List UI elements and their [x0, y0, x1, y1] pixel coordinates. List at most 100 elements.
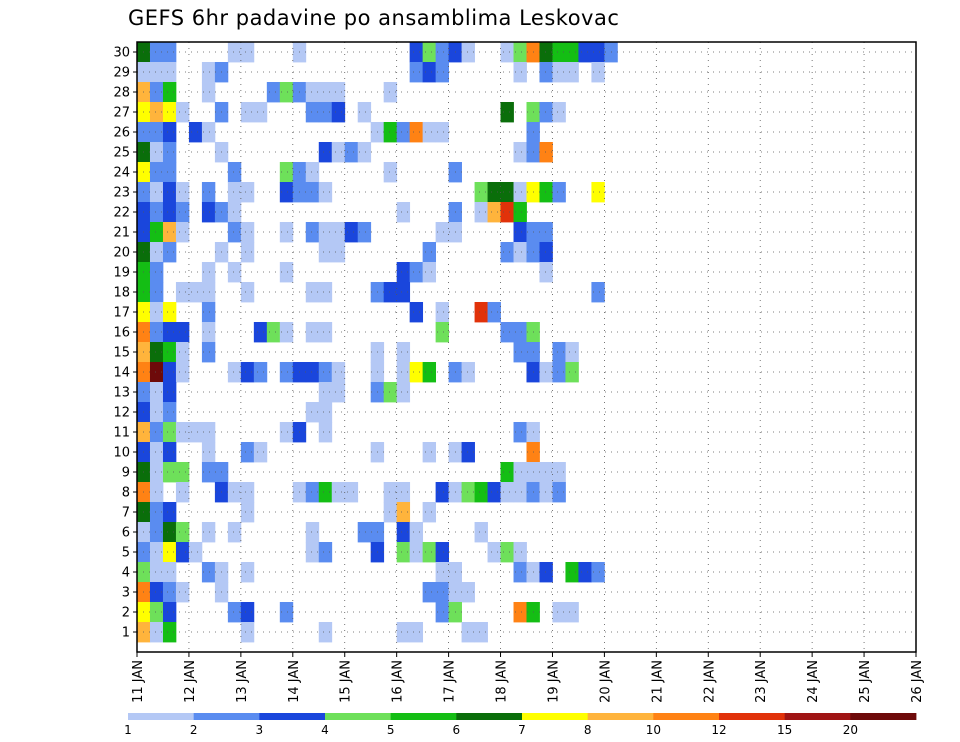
heatmap-cell: [474, 522, 488, 543]
heatmap-cell: [539, 362, 553, 383]
heatmap-cell: [409, 362, 424, 383]
heatmap-cell: [149, 222, 164, 243]
heatmap-cell: [149, 262, 164, 283]
heatmap-cell: [162, 322, 177, 343]
heatmap-cell: [305, 322, 320, 343]
heatmap-cell: [279, 362, 294, 383]
heatmap-cell: [149, 622, 164, 643]
heatmap-cell: [149, 302, 164, 323]
heatmap-cell: [396, 122, 411, 143]
heatmap-cell: [331, 222, 346, 243]
heatmap-cell: [513, 142, 527, 163]
colorbar-label: 12: [711, 723, 726, 737]
y-tick-label: 6: [122, 526, 130, 541]
heatmap-cell: [175, 282, 190, 303]
heatmap-cell: [201, 282, 216, 303]
heatmap-cell: [162, 562, 177, 583]
heatmap-cell: [305, 282, 320, 303]
heatmap-cell: [487, 542, 501, 563]
x-tick-label: 14 JAN: [287, 660, 302, 703]
heatmap-cell: [149, 122, 164, 143]
heatmap-cell: [279, 422, 294, 443]
heatmap-cell: [539, 62, 553, 83]
heatmap-cell: [240, 502, 255, 523]
heatmap-cell: [565, 42, 579, 63]
heatmap-cell: [461, 362, 475, 383]
heatmap-cell: [383, 282, 398, 303]
heatmap-cell: [591, 282, 605, 303]
colorbar-swatch: [259, 713, 326, 720]
heatmap-cell: [383, 82, 398, 103]
heatmap-cell: [396, 622, 411, 643]
heatmap-cell: [422, 122, 437, 143]
heatmap-cell: [149, 282, 164, 303]
heatmap-cell: [422, 502, 437, 523]
heatmap-cell: [500, 542, 514, 563]
heatmap-cell: [240, 622, 255, 643]
heatmap-cell: [162, 462, 177, 483]
heatmap-cell: [162, 602, 177, 623]
heatmap-cell: [422, 442, 437, 463]
heatmap-cell: [435, 62, 449, 83]
heatmap-cell: [591, 182, 605, 203]
heatmap-cell: [201, 442, 216, 463]
heatmap-cell: [162, 622, 177, 643]
heatmap-cell: [162, 82, 177, 103]
heatmap-cell: [201, 302, 216, 323]
heatmap-cell: [175, 422, 190, 443]
heatmap-cell: [318, 182, 333, 203]
colorbar-swatch: [128, 713, 195, 720]
heatmap-cell: [422, 242, 437, 263]
heatmap-cell: [435, 222, 449, 243]
heatmap-cell: [162, 42, 177, 63]
x-tick-label: 17 JAN: [443, 660, 458, 703]
heatmap-cell: [162, 422, 177, 443]
heatmap-cell: [500, 322, 514, 343]
heatmap-cell: [539, 562, 553, 583]
heatmap-cell: [162, 542, 177, 563]
heatmap-cell: [461, 482, 475, 503]
y-axis: 1234567891011121314151617181920212223242…: [113, 46, 137, 641]
heatmap-cell: [188, 282, 203, 303]
heatmap-cell: [565, 602, 579, 623]
x-tick-label: 19 JAN: [546, 660, 561, 703]
heatmap-cell: [500, 482, 514, 503]
heatmap-cell: [500, 462, 514, 483]
heatmap-cell: [305, 362, 320, 383]
heatmap-cell: [175, 202, 190, 223]
heatmap-cell: [240, 222, 255, 243]
heatmap-cell: [578, 42, 592, 63]
heatmap-cell: [305, 162, 320, 183]
colorbar-label: 5: [387, 723, 395, 737]
heatmap-cell: [461, 622, 475, 643]
heatmap-cell: [409, 42, 424, 63]
colorbar-legend: 1 2 3 4 5 6 7 8 10 12 15 20: [124, 713, 917, 737]
heatmap-cell: [539, 102, 553, 123]
heatmap-cell: [149, 562, 164, 583]
heatmap-cell: [266, 82, 281, 103]
heatmap-cell: [552, 362, 566, 383]
heatmap-cell: [318, 82, 333, 103]
heatmap-cell: [539, 42, 553, 63]
heatmap-cell: [175, 342, 190, 363]
heatmap-cell: [149, 482, 164, 503]
y-tick-label: 7: [122, 506, 130, 521]
heatmap-cell: [149, 242, 164, 263]
heatmap-cell: [513, 222, 527, 243]
y-tick-label: 13: [113, 386, 130, 401]
heatmap-cell: [396, 282, 411, 303]
heatmap-cell: [513, 482, 527, 503]
heatmap-cell: [435, 562, 449, 583]
heatmap-cell: [149, 442, 164, 463]
heatmap-cell: [162, 522, 177, 543]
heatmap-cell: [149, 362, 164, 383]
heatmap-cell: [396, 502, 411, 523]
heatmap-cell: [552, 182, 566, 203]
heatmap-cell: [383, 162, 398, 183]
x-tick-label: 15 JAN: [339, 660, 354, 703]
heatmap-cell: [331, 102, 346, 123]
x-tick-label: 11 JAN: [131, 660, 146, 703]
heatmap-cell: [552, 462, 566, 483]
y-tick-label: 27: [113, 106, 130, 121]
heatmap-cell: [435, 542, 449, 563]
